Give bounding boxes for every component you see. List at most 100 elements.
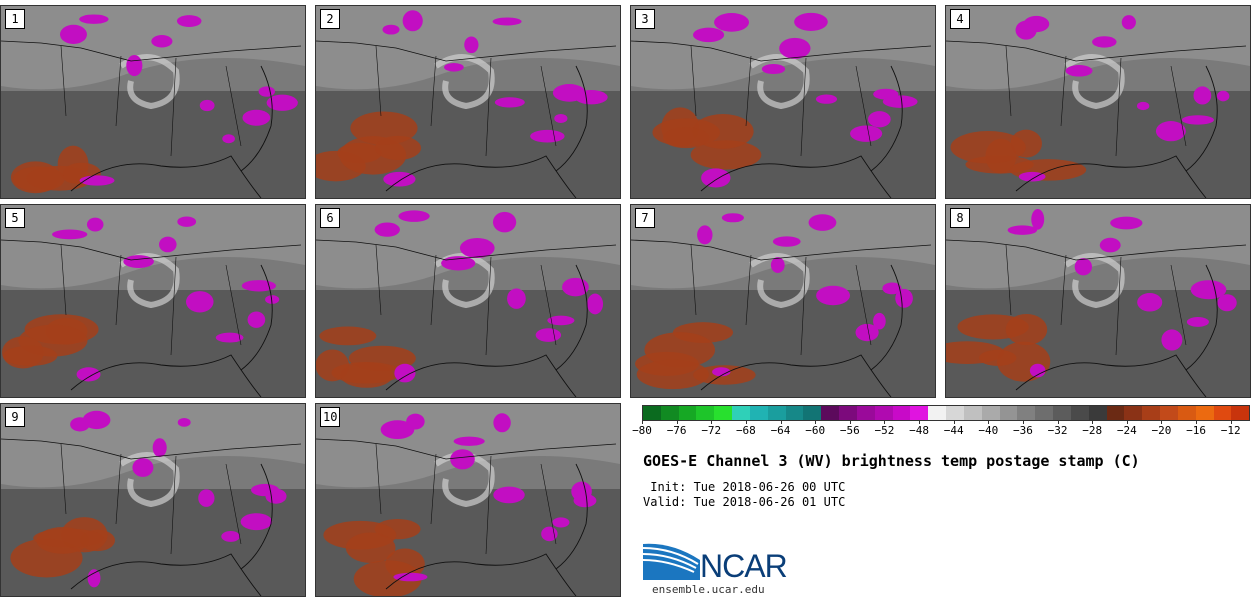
postage-stamp-panel: 2 xyxy=(315,5,621,199)
water-vapor-map xyxy=(631,6,935,198)
postage-stamp-panel: 1 xyxy=(0,5,306,199)
colorbar xyxy=(642,405,1250,421)
stamp-number: 2 xyxy=(320,9,340,29)
colorbar-tick-label: −16 xyxy=(1186,424,1206,437)
stamp-number: 3 xyxy=(635,9,655,29)
colorbar-tick-mark xyxy=(1196,420,1198,424)
colorbar-cell xyxy=(1213,406,1232,420)
colorbar-cell xyxy=(1106,406,1125,420)
colorbar-cell xyxy=(1053,406,1071,420)
colorbar-cell xyxy=(839,406,857,420)
colorbar-tick-label: −36 xyxy=(1012,424,1033,437)
stamp-number: 4 xyxy=(950,9,970,29)
colorbar-tick-mark xyxy=(1161,420,1163,424)
colorbar-tick-mark xyxy=(953,420,955,424)
stamp-number: 8 xyxy=(950,208,970,228)
colorbar-cell xyxy=(874,406,893,420)
colorbar-cell xyxy=(1160,406,1178,420)
init-time: Init: Tue 2018-06-26 00 UTC xyxy=(643,480,846,494)
colorbar-tick-mark xyxy=(745,420,747,424)
colorbar-cell xyxy=(1124,406,1143,420)
water-vapor-map xyxy=(1,6,305,198)
colorbar-cell xyxy=(1177,406,1196,420)
postage-stamp-panel: 6 xyxy=(315,204,621,398)
colorbar-tick-label: −40 xyxy=(978,424,999,437)
colorbar-cell xyxy=(963,406,982,420)
colorbar-cell xyxy=(1088,406,1107,420)
colorbar-tick-label: −28 xyxy=(1082,424,1103,437)
postage-stamp-panel: 10 xyxy=(315,403,621,597)
water-vapor-map xyxy=(1,404,305,596)
colorbar-cell xyxy=(856,406,875,420)
colorbar-cell xyxy=(928,406,947,420)
stamp-number: 1 xyxy=(5,9,25,29)
colorbar-tick-mark xyxy=(919,420,921,424)
colorbar-tick-label: −44 xyxy=(943,424,964,437)
colorbar-cell xyxy=(1017,406,1036,420)
postage-stamp-panel: 7 xyxy=(630,204,936,398)
colorbar-tick-label: −56 xyxy=(839,424,860,437)
colorbar-tick-label: −64 xyxy=(770,424,791,437)
colorbar-tick-label: −48 xyxy=(909,424,929,437)
water-vapor-map xyxy=(316,404,620,596)
colorbar-cell xyxy=(999,406,1018,420)
colorbar-cell xyxy=(821,406,840,420)
colorbar-cell xyxy=(946,406,964,420)
stamp-number: 10 xyxy=(320,407,341,427)
colorbar-cell xyxy=(1231,406,1250,420)
colorbar-tick-mark xyxy=(1092,420,1094,424)
colorbar-tick-label: −52 xyxy=(874,424,895,437)
colorbar-tick-label: −24 xyxy=(1116,424,1137,437)
figure-title: GOES-E Channel 3 (WV) brightness temp po… xyxy=(643,452,1140,470)
colorbar-cell xyxy=(785,406,804,420)
stamp-number: 9 xyxy=(5,407,25,427)
water-vapor-map xyxy=(1,205,305,397)
stamp-number: 5 xyxy=(5,208,25,228)
colorbar-tick-mark xyxy=(1022,420,1024,424)
colorbar-tick-mark xyxy=(780,420,782,424)
site-url: ensemble.ucar.edu xyxy=(652,583,765,596)
colorbar-cell xyxy=(732,406,750,420)
colorbar-cell xyxy=(1195,406,1214,420)
water-vapor-map xyxy=(316,6,620,198)
colorbar-tick-label: −80 xyxy=(632,424,652,437)
colorbar-cell xyxy=(910,406,929,420)
colorbar-cell xyxy=(714,406,733,420)
postage-stamp-panel: 8 xyxy=(945,204,1251,398)
colorbar-tick-mark xyxy=(711,420,713,424)
colorbar-cell xyxy=(803,406,822,420)
postage-stamp-panel: 4 xyxy=(945,5,1251,199)
colorbar-cell xyxy=(749,406,768,420)
postage-stamp-panel: 5 xyxy=(0,204,306,398)
colorbar-tick-label: −12 xyxy=(1220,424,1241,437)
colorbar-cell xyxy=(1142,406,1161,420)
colorbar-tick-label: −20 xyxy=(1151,424,1172,437)
colorbar-ticks: −80 −76 −72 −68 −64 −60 −56 −52 −48 −44 −40 −36 −32 −… xyxy=(632,420,1250,440)
stamp-number: 7 xyxy=(635,208,655,228)
colorbar-cell xyxy=(660,406,679,420)
colorbar-cell xyxy=(1070,406,1089,420)
colorbar-tick-mark xyxy=(1057,420,1059,424)
colorbar-cell xyxy=(1035,406,1054,420)
colorbar-cell xyxy=(767,406,786,420)
colorbar-cell xyxy=(892,406,911,420)
colorbar-tick-mark xyxy=(988,420,990,424)
water-vapor-map xyxy=(946,6,1250,198)
colorbar-tick-mark xyxy=(676,420,678,424)
colorbar-cell xyxy=(643,406,661,420)
water-vapor-map xyxy=(316,205,620,397)
colorbar-cell xyxy=(678,406,697,420)
colorbar-tick-label: −68 xyxy=(735,424,756,437)
valid-time: Valid: Tue 2018-06-26 01 UTC xyxy=(643,495,846,509)
postage-stamp-panel: 9 xyxy=(0,403,306,597)
colorbar-tick-mark xyxy=(815,420,817,424)
colorbar-cell xyxy=(696,406,715,420)
logo-text: NCAR xyxy=(700,548,788,584)
colorbar-tick-mark xyxy=(849,420,851,424)
colorbar-tick-label: −60 xyxy=(805,424,826,437)
colorbar-tick-label: −72 xyxy=(701,424,722,437)
water-vapor-map xyxy=(631,205,935,397)
ncar-logo-icon xyxy=(642,543,700,580)
colorbar-tick-mark xyxy=(642,420,643,424)
colorbar-tick-mark xyxy=(1230,420,1232,424)
